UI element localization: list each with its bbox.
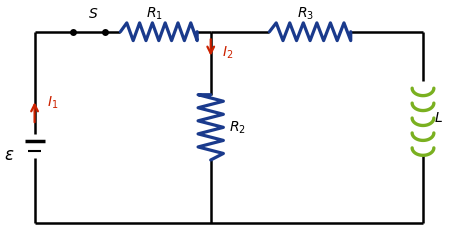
Text: $R_2$: $R_2$ [228,119,245,135]
Text: $I_1$: $I_1$ [47,95,58,111]
Text: $S$: $S$ [88,7,98,21]
Text: $R_1$: $R_1$ [146,6,162,22]
Text: $I_2$: $I_2$ [222,45,233,61]
Text: $L$: $L$ [433,111,442,125]
Text: $R_3$: $R_3$ [296,6,313,22]
Text: $\varepsilon$: $\varepsilon$ [4,147,14,164]
